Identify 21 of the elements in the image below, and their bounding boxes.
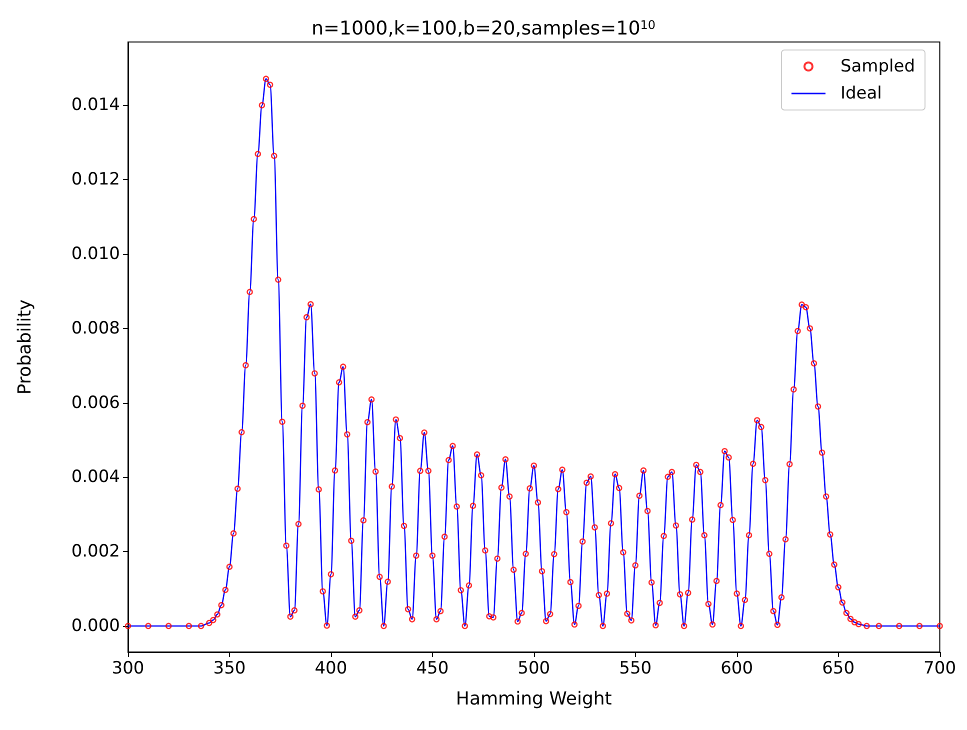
y-axis-title: Probability — [14, 299, 36, 395]
x-tick-label: 600 — [720, 658, 754, 678]
x-tick-label: 700 — [924, 658, 956, 678]
x-tick-label: 550 — [619, 658, 652, 678]
y-tick-label: 0.000 — [71, 616, 120, 636]
y-tick-label: 0.002 — [71, 542, 120, 562]
legend-label: Ideal — [840, 84, 882, 104]
x-tick-label: 400 — [314, 658, 348, 678]
x-tick-label: 350 — [213, 658, 246, 678]
y-tick-label: 0.012 — [71, 170, 120, 190]
y-tick-label: 0.006 — [71, 392, 120, 413]
y-tick-label: 0.008 — [71, 318, 120, 338]
x-tick-label: 500 — [518, 658, 550, 678]
y-tick-label: 0.014 — [71, 95, 120, 116]
x-tick-label: 300 — [112, 658, 144, 678]
x-tick-label: 450 — [416, 658, 449, 678]
legend-label: Sampled — [840, 56, 916, 76]
y-tick-label: 0.004 — [71, 467, 120, 488]
y-tick-label: 0.010 — [71, 244, 120, 264]
x-tick-label: 650 — [822, 658, 855, 678]
x-axis-title: Hamming Weight — [456, 688, 612, 710]
